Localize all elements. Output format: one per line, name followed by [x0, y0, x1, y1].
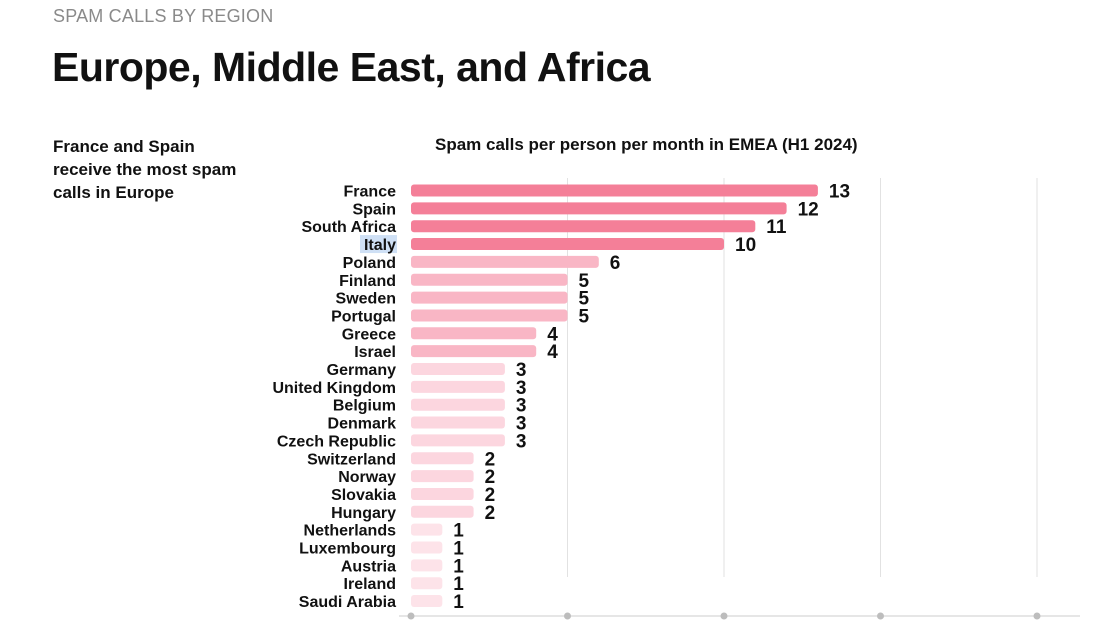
bar: [411, 291, 568, 304]
category-label: Greece: [342, 326, 396, 343]
data-label: 3: [516, 378, 527, 399]
category-label: Italy: [364, 237, 396, 254]
bar: [411, 220, 756, 233]
category-label: South Africa: [301, 219, 396, 236]
data-label: 13: [829, 182, 850, 203]
bar: [411, 559, 443, 572]
bar: [411, 327, 537, 340]
data-label: 1: [453, 521, 464, 542]
category-label: Israel: [354, 344, 396, 361]
data-label: 10: [735, 235, 756, 256]
data-label: 2: [485, 485, 496, 506]
category-label: Slovakia: [331, 487, 396, 504]
category-label: Sweden: [336, 291, 396, 308]
data-label: 1: [453, 574, 464, 595]
bar: [411, 523, 443, 536]
bar: [411, 273, 568, 286]
bar: [411, 470, 474, 483]
side-note: France and Spain receive the most spam c…: [53, 137, 237, 202]
data-label: 5: [579, 289, 590, 310]
bar: [411, 345, 537, 358]
bar: [411, 398, 505, 411]
category-label: Denmark: [328, 416, 397, 433]
bar: [411, 487, 474, 500]
bar: [411, 184, 818, 197]
category-label: Austria: [341, 558, 396, 575]
data-label: 1: [453, 556, 464, 577]
page-title: Europe, Middle East, and Africa: [52, 44, 651, 90]
bar: [411, 202, 787, 215]
bar: [411, 363, 505, 375]
category-label: Spain: [352, 201, 396, 218]
category-label: Switzerland: [307, 451, 396, 468]
category-label: Belgium: [333, 398, 396, 415]
bar: [411, 255, 599, 268]
data-label: 1: [453, 539, 464, 560]
data-label: 3: [516, 431, 527, 452]
category-label: United Kingdom: [272, 380, 396, 397]
data-label: 4: [547, 342, 558, 363]
bar: [411, 505, 474, 518]
bar: [411, 434, 505, 447]
chart-kicker: SPAM CALLS BY REGION: [53, 6, 274, 26]
category-label: Portugal: [331, 308, 396, 325]
bar: [411, 380, 505, 393]
data-label: 5: [579, 306, 590, 327]
category-label: France: [344, 184, 397, 201]
bar: [411, 416, 505, 429]
label-highlight: [360, 235, 397, 254]
x-axis-tick-dot: [564, 612, 571, 620]
data-label: 6: [610, 253, 621, 274]
category-label: Finland: [339, 273, 396, 290]
bar: [411, 309, 568, 322]
data-label: 3: [516, 414, 527, 435]
category-label: Saudi Arabia: [299, 594, 396, 611]
x-axis-tick-dot: [407, 612, 415, 620]
data-label: 3: [516, 360, 527, 381]
chart-title: Spam calls per person per month in EMEA …: [435, 135, 858, 154]
data-label: 4: [547, 324, 558, 345]
x-axis-tick-dot: [877, 612, 884, 620]
category-label: Hungary: [331, 505, 396, 522]
x-axis-tick-dot: [720, 612, 728, 620]
data-label: 3: [516, 396, 527, 417]
category-label: Ireland: [344, 576, 396, 593]
category-label: Norway: [338, 469, 396, 486]
category-label: Luxembourg: [299, 541, 396, 558]
bar: [411, 541, 443, 554]
bar: [411, 452, 474, 465]
category-label: Germany: [327, 362, 396, 379]
bar: [411, 238, 724, 251]
data-label: 12: [798, 199, 819, 220]
x-axis-tick-dot: [1033, 612, 1041, 620]
data-label: 5: [579, 271, 590, 292]
bar: [411, 577, 443, 590]
data-label: 2: [485, 449, 496, 470]
category-label: Czech Republic: [277, 433, 396, 450]
data-label: 11: [766, 217, 787, 238]
data-label: 2: [485, 467, 496, 488]
data-label: 2: [485, 503, 496, 524]
data-label: 1: [453, 592, 464, 613]
category-label: Netherlands: [304, 523, 397, 540]
bar: [411, 595, 443, 608]
category-label: Poland: [343, 255, 396, 272]
